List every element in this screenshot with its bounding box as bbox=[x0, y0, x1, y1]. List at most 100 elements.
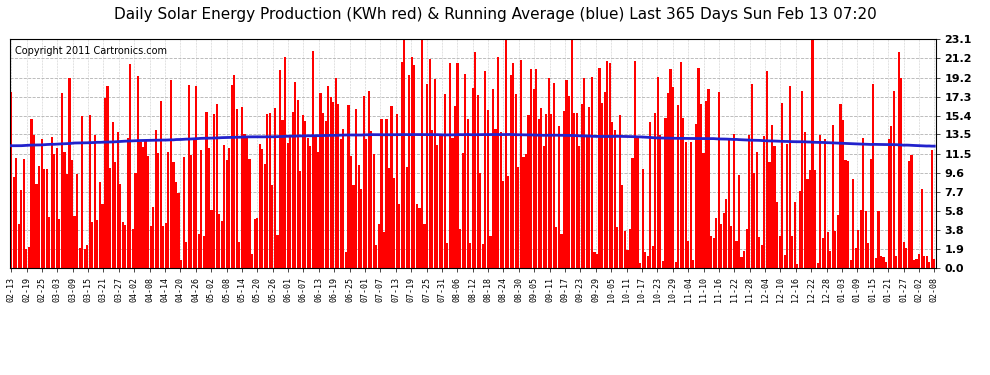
Bar bbox=[518, 167, 520, 268]
Bar bbox=[835, 231, 837, 268]
Bar bbox=[281, 120, 283, 268]
Bar bbox=[545, 114, 547, 268]
Bar bbox=[167, 152, 169, 268]
Bar bbox=[741, 257, 742, 268]
Bar bbox=[528, 115, 530, 268]
Bar bbox=[760, 245, 763, 268]
Bar bbox=[731, 226, 733, 268]
Bar bbox=[880, 256, 882, 268]
Bar bbox=[309, 146, 312, 268]
Bar bbox=[343, 129, 345, 268]
Bar bbox=[733, 134, 735, 268]
Bar bbox=[297, 100, 299, 268]
Bar bbox=[188, 85, 190, 268]
Bar bbox=[31, 119, 33, 268]
Bar bbox=[525, 154, 527, 268]
Bar bbox=[130, 64, 132, 268]
Bar bbox=[437, 144, 439, 268]
Bar bbox=[489, 236, 492, 268]
Bar bbox=[268, 113, 271, 268]
Bar bbox=[872, 84, 874, 268]
Bar bbox=[604, 92, 606, 268]
Bar bbox=[86, 245, 88, 268]
Bar bbox=[60, 93, 63, 268]
Bar bbox=[335, 78, 337, 268]
Bar bbox=[543, 146, 545, 268]
Bar bbox=[307, 138, 309, 268]
Bar bbox=[888, 139, 890, 268]
Bar bbox=[601, 103, 603, 268]
Bar bbox=[200, 150, 202, 268]
Bar bbox=[898, 52, 900, 268]
Bar bbox=[609, 63, 611, 268]
Bar bbox=[824, 139, 827, 268]
Bar bbox=[500, 132, 502, 268]
Bar bbox=[646, 256, 648, 268]
Bar bbox=[182, 157, 185, 268]
Bar bbox=[568, 96, 570, 268]
Bar bbox=[530, 69, 533, 268]
Bar bbox=[403, 39, 405, 268]
Bar bbox=[38, 166, 41, 268]
Bar bbox=[479, 173, 481, 268]
Bar bbox=[728, 139, 730, 268]
Bar bbox=[789, 87, 791, 268]
Bar bbox=[535, 69, 538, 268]
Bar bbox=[809, 170, 811, 268]
Bar bbox=[114, 162, 116, 268]
Bar bbox=[471, 88, 474, 268]
Bar bbox=[492, 89, 494, 268]
Bar bbox=[304, 120, 307, 268]
Bar bbox=[28, 246, 30, 268]
Bar bbox=[905, 248, 908, 268]
Bar bbox=[198, 234, 200, 268]
Bar bbox=[137, 76, 139, 268]
Bar bbox=[221, 221, 223, 268]
Bar bbox=[849, 260, 851, 268]
Bar bbox=[248, 159, 250, 268]
Bar bbox=[862, 138, 864, 268]
Bar bbox=[723, 213, 725, 268]
Bar bbox=[778, 236, 781, 268]
Bar bbox=[875, 258, 877, 268]
Bar bbox=[36, 184, 38, 268]
Bar bbox=[484, 71, 486, 268]
Bar bbox=[885, 262, 887, 268]
Bar bbox=[132, 229, 134, 268]
Bar bbox=[581, 104, 583, 268]
Bar bbox=[507, 176, 509, 268]
Bar bbox=[211, 210, 213, 268]
Bar bbox=[847, 162, 849, 268]
Text: Copyright 2011 Cartronics.com: Copyright 2011 Cartronics.com bbox=[15, 46, 166, 56]
Bar bbox=[674, 262, 677, 268]
Bar bbox=[256, 217, 258, 268]
Bar bbox=[814, 170, 816, 268]
Bar bbox=[15, 158, 17, 268]
Bar bbox=[659, 135, 661, 268]
Bar bbox=[783, 255, 786, 268]
Bar bbox=[444, 94, 446, 268]
Bar bbox=[515, 94, 517, 268]
Bar bbox=[639, 263, 642, 268]
Bar bbox=[923, 256, 926, 268]
Bar bbox=[900, 78, 903, 268]
Bar bbox=[720, 224, 723, 268]
Bar bbox=[375, 245, 377, 268]
Bar bbox=[541, 108, 543, 268]
Bar bbox=[877, 211, 879, 268]
Bar bbox=[107, 86, 109, 268]
Bar bbox=[929, 262, 931, 268]
Bar bbox=[687, 242, 689, 268]
Bar bbox=[461, 153, 463, 268]
Bar bbox=[893, 91, 895, 268]
Bar bbox=[208, 148, 210, 268]
Bar bbox=[685, 142, 687, 268]
Bar bbox=[705, 101, 707, 268]
Bar bbox=[867, 243, 869, 268]
Bar bbox=[325, 121, 327, 268]
Bar bbox=[365, 139, 367, 268]
Bar bbox=[109, 168, 111, 268]
Bar bbox=[656, 77, 659, 268]
Bar bbox=[398, 204, 400, 268]
Bar bbox=[294, 82, 296, 268]
